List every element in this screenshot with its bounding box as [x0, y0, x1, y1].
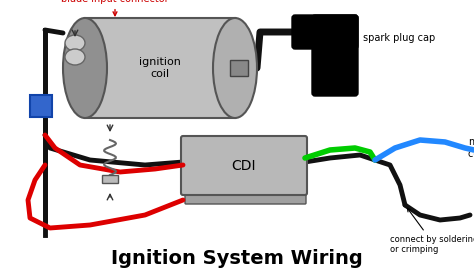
Ellipse shape	[63, 18, 107, 118]
FancyBboxPatch shape	[102, 175, 118, 183]
Text: connect by soldering
or crimping: connect by soldering or crimping	[390, 208, 474, 254]
Ellipse shape	[213, 18, 257, 118]
FancyBboxPatch shape	[312, 15, 358, 96]
Text: magneto
coil wires: magneto coil wires	[468, 137, 474, 159]
Text: spark plug cap: spark plug cap	[363, 33, 435, 43]
FancyBboxPatch shape	[292, 15, 358, 49]
FancyBboxPatch shape	[230, 60, 248, 76]
FancyBboxPatch shape	[185, 192, 306, 204]
FancyBboxPatch shape	[181, 136, 307, 195]
Text: blade input connector: blade input connector	[61, 0, 169, 16]
Text: CDI: CDI	[232, 158, 256, 173]
Ellipse shape	[65, 35, 85, 51]
FancyBboxPatch shape	[85, 18, 235, 118]
Text: ignition
coil: ignition coil	[139, 57, 181, 79]
FancyBboxPatch shape	[30, 95, 52, 117]
Text: Ignition System Wiring: Ignition System Wiring	[111, 249, 363, 268]
Ellipse shape	[65, 49, 85, 65]
